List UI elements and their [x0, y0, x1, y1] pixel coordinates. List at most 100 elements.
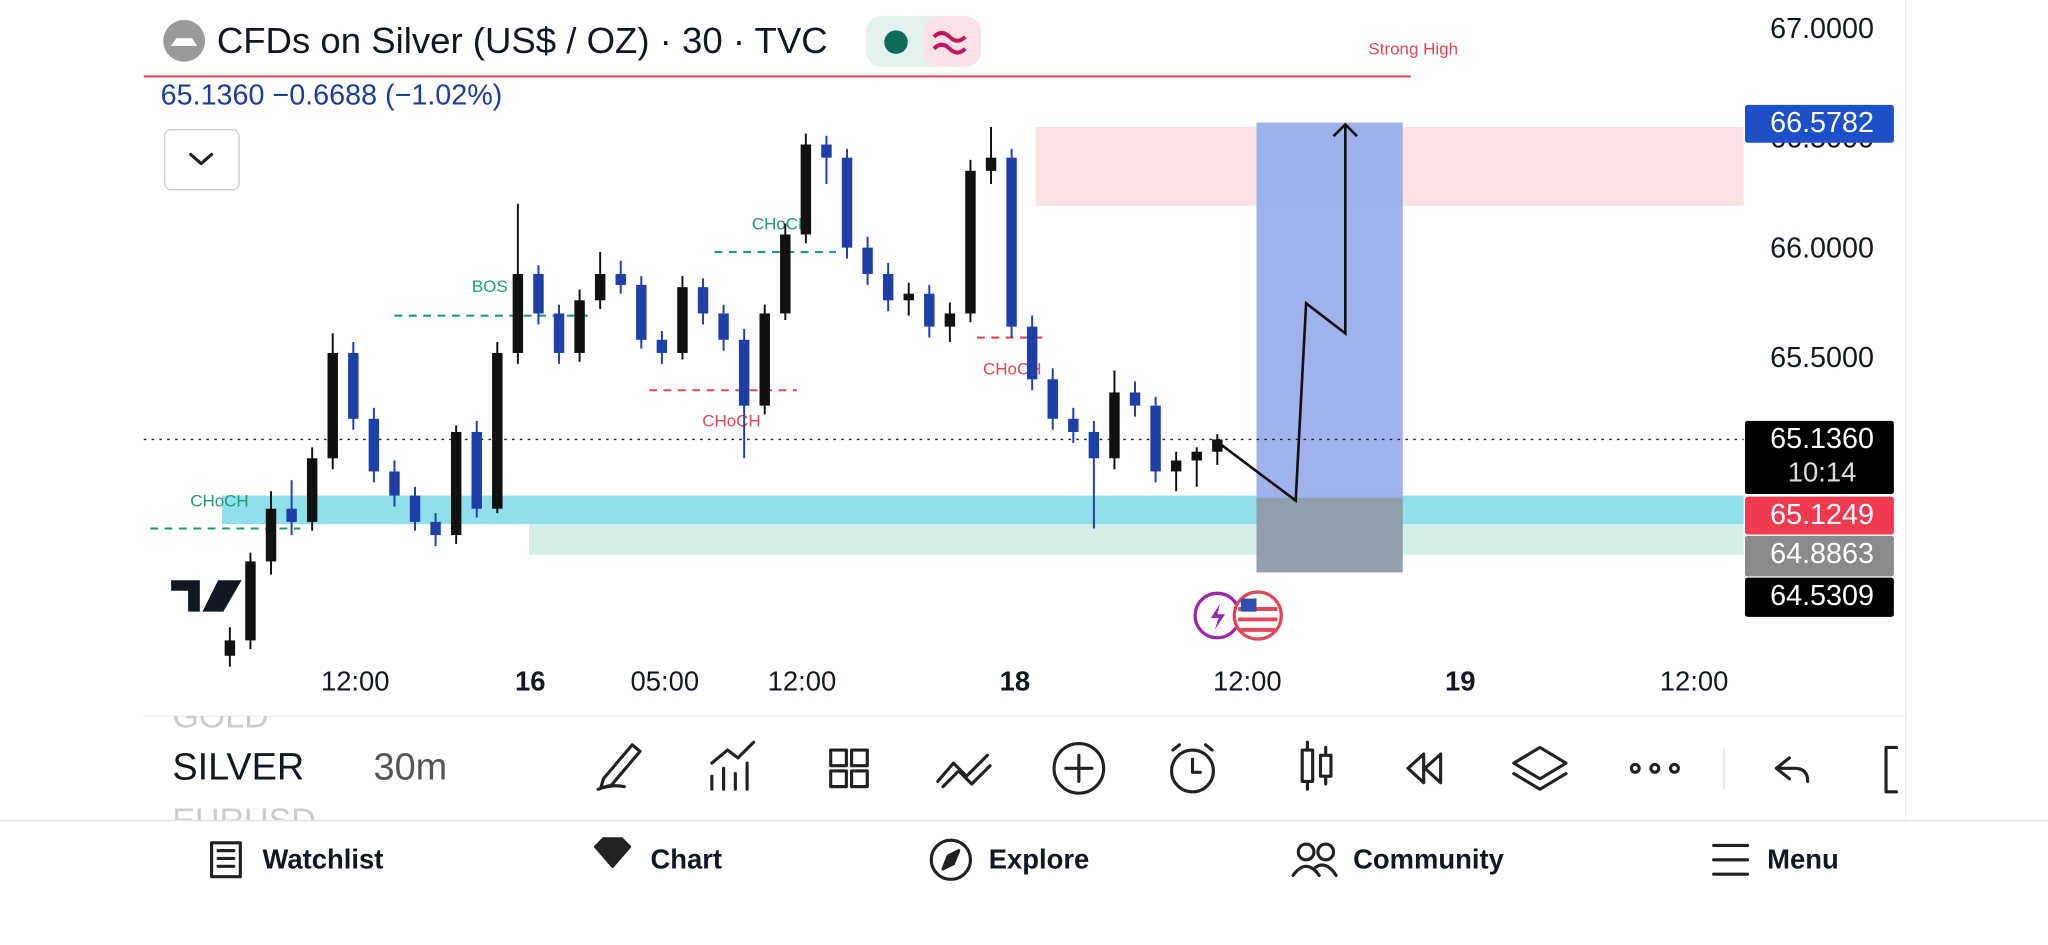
chevron [189, 152, 214, 166]
dropdown-button[interactable] [163, 128, 240, 191]
candle-body [1068, 418, 1079, 432]
menu-icon[interactable] [1712, 843, 1750, 876]
draw-icon[interactable] [596, 743, 642, 791]
candle-body [245, 561, 256, 641]
x-tick-label: 05:00 [631, 666, 700, 697]
candle-body [1191, 451, 1202, 461]
candle-body [1109, 392, 1120, 459]
candle-body [1026, 326, 1038, 380]
y-tick-label: 66.0000 [1770, 232, 1874, 264]
add-icon[interactable] [1052, 741, 1106, 795]
undo-icon[interactable] [1774, 756, 1810, 783]
market-open-dot [884, 30, 908, 54]
candle-body [594, 273, 606, 301]
event-glyph [1210, 603, 1226, 630]
symbol-prev[interactable]: GOLD [172, 698, 268, 736]
plot: Strong High BOS CHoCH CHoCH CHoCH CHoCH [143, 39, 1744, 667]
nav-bar: Watchlist Chart Explore Community Menu [263, 843, 1839, 874]
nav-item[interactable]: Menu [1767, 843, 1839, 874]
layers-icon[interactable] [1512, 745, 1568, 791]
compare-icon[interactable] [936, 753, 992, 789]
y-tick-label: 65.5000 [1770, 342, 1874, 374]
status-pill-right [923, 16, 981, 67]
candle-body [1088, 431, 1100, 459]
candle-body [1150, 405, 1161, 472]
price-badge [1744, 496, 1894, 535]
candle-body [985, 157, 997, 171]
zone [528, 524, 1744, 555]
x-tick-label: 16 [515, 666, 545, 697]
candle-body [327, 352, 338, 459]
templates-icon[interactable] [829, 748, 869, 789]
x-tick-label: 12:00 [1660, 666, 1729, 697]
annotation: Strong High [1368, 39, 1458, 58]
indicators-icon[interactable] [710, 740, 756, 791]
candle-body [492, 352, 503, 509]
candle-body [965, 170, 976, 314]
candle-body [759, 313, 770, 406]
nav-item[interactable]: Community [1353, 843, 1504, 874]
candle-body [409, 495, 421, 522]
nav-item[interactable]: Explore [989, 843, 1090, 874]
x-tick-label: 12:00 [321, 666, 390, 697]
chart-title: CFDs on Silver (US$ / OZ) · 30 · TVC [217, 20, 828, 61]
symbol-next[interactable]: EURUSD [172, 802, 315, 840]
candle-body [1212, 439, 1223, 452]
candle-body [841, 157, 853, 248]
candle-body [1006, 157, 1017, 327]
candle-body [677, 287, 688, 353]
symbol-current[interactable]: SILVER [172, 747, 304, 789]
x-tick-label: 12:00 [768, 666, 837, 697]
flag-canton [1240, 598, 1257, 612]
more-icon[interactable] [1629, 762, 1641, 774]
zone [222, 495, 1744, 525]
candle-body [697, 287, 709, 314]
candle-body [553, 313, 565, 353]
candle-body [574, 300, 585, 353]
price-badge-label: 65.1360 [1770, 423, 1874, 455]
chart-type-icon[interactable] [1300, 740, 1333, 791]
interval[interactable]: 30m [374, 747, 448, 789]
candle-body [924, 293, 935, 327]
fullscreen-icon[interactable] [1884, 745, 1899, 794]
candle-body [821, 144, 832, 158]
watchlist-icon[interactable] [210, 841, 242, 879]
zone [1256, 497, 1403, 573]
candle-body [450, 431, 462, 536]
candle-body [636, 284, 647, 340]
candle-body [1170, 460, 1182, 472]
candle-body [348, 352, 359, 419]
chart-icon[interactable] [594, 837, 632, 868]
nav-item[interactable]: Watchlist [263, 843, 384, 874]
symbol-icon-glyph [171, 38, 198, 47]
symbol-switcher: GOLD SILVER EURUSD [172, 698, 315, 840]
projection [1216, 122, 1358, 504]
price-badge [1744, 104, 1894, 143]
explore-icon[interactable] [929, 838, 973, 881]
community-icon[interactable] [1296, 842, 1316, 862]
price-badge [1744, 577, 1894, 617]
tv-logo [171, 580, 242, 612]
candle-body [471, 431, 482, 509]
zone [1256, 122, 1403, 498]
alert-icon[interactable] [1170, 748, 1215, 794]
annotation: BOS [472, 277, 508, 296]
annotation: CHoCH [190, 491, 248, 510]
candle-body [862, 247, 873, 274]
candle-body [738, 339, 750, 406]
replay-icon[interactable] [1406, 752, 1443, 785]
candle-body [944, 313, 956, 327]
nav-item[interactable]: Chart [650, 843, 722, 874]
candle-body [882, 273, 894, 301]
x-tick-label: 18 [1000, 666, 1030, 697]
annotation: CHoCH [702, 412, 760, 431]
candle-body [512, 273, 524, 353]
countdown: 10:14 [1788, 457, 1857, 488]
candle-body [800, 144, 812, 235]
toolbar-icons [596, 740, 1899, 795]
price-badge [1744, 420, 1894, 495]
quote: 65.1360 −0.6688 (−1.02%) [161, 80, 503, 112]
candle-body [389, 471, 400, 496]
